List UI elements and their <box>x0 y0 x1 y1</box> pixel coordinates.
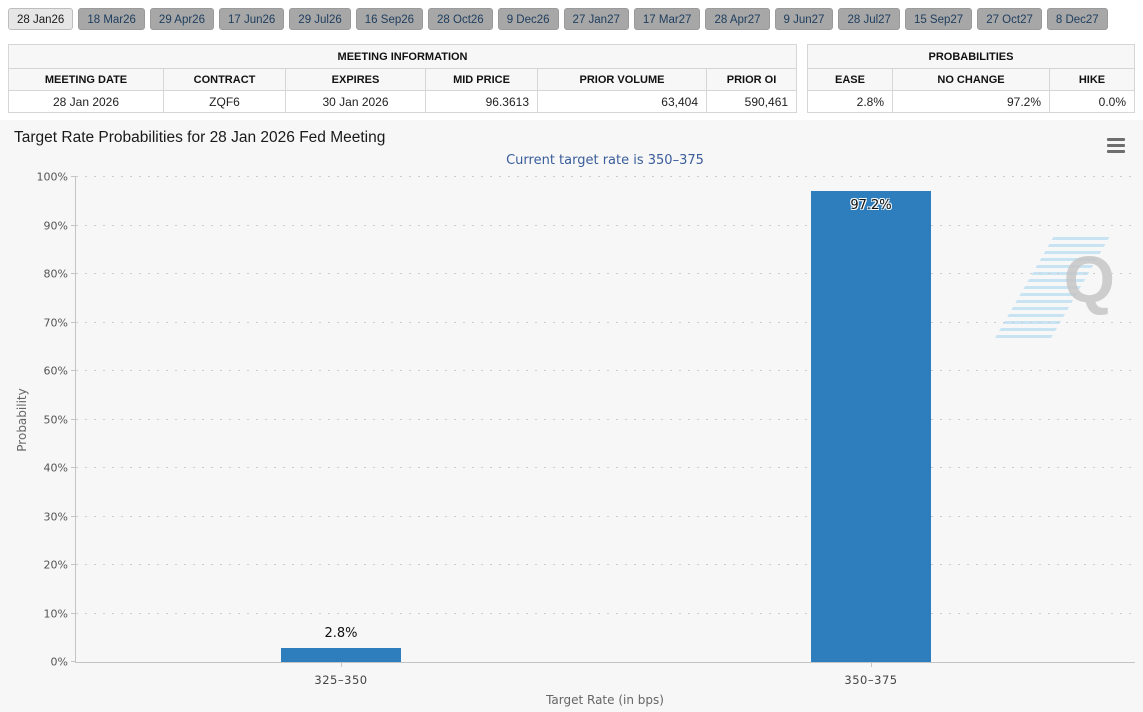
watermark-stripes <box>994 237 1110 339</box>
meeting-information-table: MEETING INFORMATION MEETING DATE CONTRACT… <box>7 44 798 113</box>
table-cell: 63,404 <box>537 90 707 113</box>
tab-29-jul26[interactable]: 29 Jul26 <box>289 8 351 30</box>
summary-tables: MEETING INFORMATION MEETING DATE CONTRACT… <box>7 44 1135 113</box>
x-tick-mark <box>341 662 342 667</box>
bar-value-label: 97.2% <box>850 197 892 213</box>
tab-28-oct26[interactable]: 28 Oct26 <box>428 8 493 30</box>
y-tick-label: 40% <box>43 461 68 475</box>
y-tick-mark <box>71 273 76 274</box>
gridline <box>76 370 1135 371</box>
tab-9-jun27[interactable]: 9 Jun27 <box>774 8 834 30</box>
menu-bar <box>1107 149 1125 153</box>
tab-28-jul27[interactable]: 28 Jul27 <box>838 8 900 30</box>
tab-17-mar27[interactable]: 17 Mar27 <box>633 8 701 30</box>
y-tick-label: 0% <box>50 655 68 669</box>
gridline <box>76 224 1135 226</box>
gridline <box>76 467 1135 468</box>
column-header: CONTRACT <box>163 68 286 91</box>
chart-title: Target Rate Probabilities for 28 Jan 202… <box>14 129 386 146</box>
watermark-letter: Q <box>1063 242 1115 316</box>
gridline <box>76 321 1135 323</box>
y-tick-mark <box>71 370 76 371</box>
column-header: NO CHANGE <box>892 68 1050 91</box>
column-header: PRIOR OI <box>705 68 798 91</box>
table-cell: 30 Jan 2026 <box>285 90 426 113</box>
tab-29-apr26[interactable]: 29 Apr26 <box>149 8 214 30</box>
tab-28-jan26[interactable]: 28 Jan26 <box>8 8 74 30</box>
gridline <box>76 273 1135 274</box>
gridline <box>76 564 1135 565</box>
y-axis-title: Probability <box>15 388 29 452</box>
y-tick-mark <box>71 661 76 662</box>
tab-9-dec26[interactable]: 9 Dec26 <box>497 8 559 30</box>
y-tick-mark <box>71 321 76 323</box>
menu-bar <box>1107 143 1125 147</box>
y-tick-label: 90% <box>43 219 68 232</box>
y-tick-mark <box>71 564 76 565</box>
probabilities-table: PROBABILITIES EASE NO CHANGE HIKE 2.8% 97.2… <box>807 44 1135 113</box>
y-tick-mark <box>71 467 76 468</box>
tab-8-dec27[interactable]: 8 Dec27 <box>1046 8 1108 30</box>
column-header: MEETING DATE <box>8 68 164 91</box>
probability-bar <box>811 190 931 662</box>
y-tick-mark <box>71 418 76 420</box>
column-header: PRIOR VOLUME <box>537 68 707 91</box>
y-tick-mark <box>71 612 76 614</box>
menu-bar <box>1107 137 1125 141</box>
tab-18-mar26[interactable]: 18 Mar26 <box>78 8 145 30</box>
column-header: MID PRICE <box>425 68 538 91</box>
x-axis-title: Target Rate (in bps) <box>546 693 664 707</box>
plot-area: Q 0% 10% 20% 30% 40% 50% 60% 70% 80% 90% 100% 2.8% 3… <box>37 171 1135 687</box>
y-tick-label: 70% <box>43 316 68 329</box>
table-cell: 0.0% <box>1049 90 1135 113</box>
table-cell: 97.2% <box>892 90 1050 113</box>
x-tick-label: 325–350 <box>314 673 368 687</box>
meeting-information-title: MEETING INFORMATION <box>7 44 798 69</box>
chart-subtitle: Current target rate is 350–375 <box>506 153 704 168</box>
column-header: EASE <box>807 68 893 91</box>
y-tick-label: 80% <box>43 267 68 281</box>
table-row: 28 Jan 2026 ZQF6 30 Jan 2026 96.3613 63,404 5… <box>8 90 798 113</box>
tab-16-sep26[interactable]: 16 Sep26 <box>355 8 424 30</box>
probabilities-title: PROBABILITIES <box>807 44 1135 69</box>
y-tick-label: 20% <box>43 558 68 572</box>
table-cell: 2.8% <box>807 90 893 113</box>
y-tick-label: 30% <box>43 510 68 523</box>
table-cell: ZQF6 <box>163 90 286 113</box>
gridline <box>76 418 1135 420</box>
table-cell: 590,461 <box>705 90 798 113</box>
y-tick-label: 100% <box>36 170 68 184</box>
y-tick-label: 10% <box>43 607 68 620</box>
x-tick-mark <box>871 662 872 667</box>
gridline <box>76 176 1135 177</box>
y-tick-mark <box>71 176 76 177</box>
meeting-date-tabs: 28 Jan26 18 Mar26 29 Apr26 17 Jun26 29 Jul26… <box>8 8 1108 30</box>
y-tick-label: 60% <box>43 364 68 378</box>
y-tick-mark <box>71 224 76 226</box>
probability-bar <box>281 648 401 662</box>
gridline <box>76 515 1135 517</box>
table-cell: 28 Jan 2026 <box>8 90 164 113</box>
y-tick-label: 50% <box>43 413 68 426</box>
gridline <box>76 612 1135 614</box>
quikstrike-watermark-icon: Q <box>994 232 1119 347</box>
table-cell: 96.3613 <box>425 90 538 113</box>
column-header: EXPIRES <box>285 68 426 91</box>
bar-value-label: 2.8% <box>324 626 358 642</box>
tab-27-oct27[interactable]: 27 Oct27 <box>977 8 1042 30</box>
table-row: 2.8% 97.2% 0.0% <box>807 90 1135 113</box>
x-tick-label: 350–375 <box>844 673 898 687</box>
hamburger-menu-icon[interactable] <box>1105 133 1127 158</box>
tab-28-apr27[interactable]: 28 Apr27 <box>705 8 770 30</box>
column-header: HIKE <box>1049 68 1135 91</box>
target-rate-chart: Target Rate Probabilities for 28 Jan 202… <box>0 120 1143 712</box>
tab-27-jan27[interactable]: 27 Jan27 <box>563 8 629 30</box>
tab-15-sep27[interactable]: 15 Sep27 <box>904 8 973 30</box>
tab-17-jun26[interactable]: 17 Jun26 <box>218 8 285 30</box>
y-tick-mark <box>71 515 76 517</box>
